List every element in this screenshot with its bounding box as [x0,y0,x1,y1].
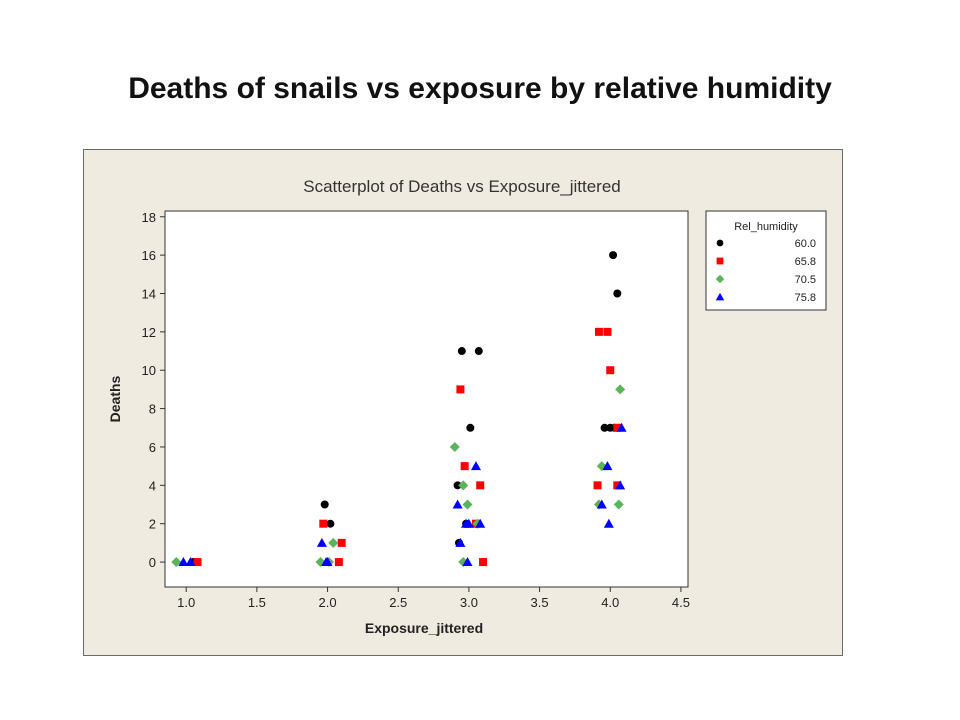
point-triangle [615,480,626,490]
point-square [593,481,602,490]
point-diamond [328,537,339,548]
point-diamond [449,441,460,452]
legend-label: 65.8 [795,256,816,268]
point-triangle [455,537,466,547]
legend-items: 60.0 65.8 70.5 75.8 [715,238,816,304]
x-tick-label: 3.0 [460,595,478,610]
point-triangle [316,537,327,547]
y-tick-label: 8 [149,402,156,417]
point-square [479,558,488,567]
point-diamond [615,384,626,395]
legend-marker-circle [716,239,724,247]
x-tick-label: 4.0 [601,595,619,610]
point-triangle [462,557,473,567]
legend-marker-triangle [715,292,725,301]
x-axis-label: Exposure_jittered [365,620,483,636]
point-circle [326,519,335,528]
point-triangle [178,557,189,567]
plot-area [164,210,689,588]
point-square [337,538,346,547]
point-circle [613,289,622,298]
legend-label: 70.5 [795,274,816,286]
y-tick-label: 2 [149,517,156,532]
point-circle [600,423,609,432]
x-tick-label: 3.5 [531,595,549,610]
y-tick-label: 14 [142,286,156,301]
x-tick-label: 2.5 [389,595,407,610]
legend-title: Rel_humidity [734,221,798,233]
point-square [193,558,202,567]
y-tick-label: 18 [142,210,156,225]
point-triangle [602,461,613,471]
point-triangle [616,422,627,432]
point-circle [457,347,466,356]
point-square [613,423,622,432]
chart-frame: Scatterplot of Deaths vs Exposure_jitter… [83,149,843,656]
point-square [613,481,622,490]
point-triangle [603,518,614,528]
point-triangle [470,461,481,471]
point-triangle [596,499,607,509]
point-circle [609,251,618,260]
scatterplot: Scatterplot of Deaths vs Exposure_jitter… [107,177,827,636]
point-triangle [475,518,486,528]
point-circle [474,347,483,356]
point-square [476,481,485,490]
point-square [606,366,615,375]
legend-marker-diamond [715,274,725,284]
chart-title: Scatterplot of Deaths vs Exposure_jitter… [303,177,621,196]
point-square [319,519,328,528]
y-tick-label: 0 [149,555,156,570]
x-tick-label: 1.5 [248,595,266,610]
point-circle [466,423,475,432]
point-triangle [452,499,463,509]
y-tick-label: 16 [142,248,156,263]
y-tick-label: 12 [142,325,156,340]
point-square [603,327,612,336]
point-triangle [463,518,474,528]
y-axis-label: Deaths [107,375,123,422]
point-square [456,385,465,394]
x-axis: 1.0 1.5 2.0 2.5 3.0 3.5 4.0 4.5 [177,587,690,610]
y-tick-label: 4 [149,478,156,493]
legend-box [705,210,827,311]
legend-marker-square [716,257,724,265]
y-tick-label: 6 [149,440,156,455]
x-tick-label: 1.0 [177,595,195,610]
y-tick-label: 10 [142,363,156,378]
legend-label: 60.0 [795,238,816,250]
point-diamond [458,480,469,491]
point-square [334,558,343,567]
legend: Rel_humidity 60.0 65.8 70.5 75.8 [705,210,827,311]
data-points [171,251,627,568]
point-diamond [613,499,624,510]
point-diamond [462,499,473,510]
legend-label: 75.8 [795,292,816,304]
point-circle [453,481,462,490]
point-square [594,327,603,336]
point-triangle [185,557,196,567]
x-tick-label: 4.5 [672,595,690,610]
point-circle [320,500,329,509]
slide-title: Deaths of snails vs exposure by relative… [128,72,832,105]
x-tick-label: 2.0 [319,595,337,610]
point-square [460,462,469,471]
y-axis: 0 2 4 6 8 10 12 14 16 18 [142,210,165,570]
point-diamond [171,557,182,568]
point-triangle [322,557,333,567]
